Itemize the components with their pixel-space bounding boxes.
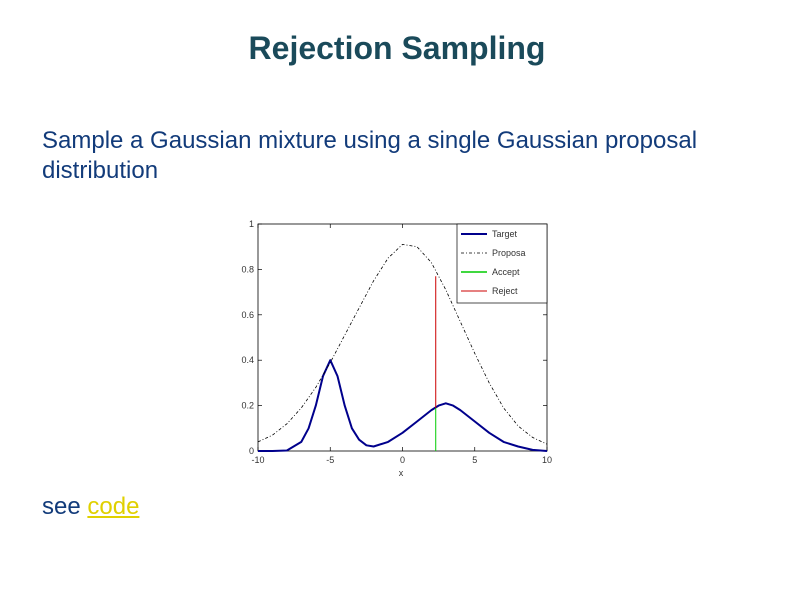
code-link[interactable]: code <box>87 493 140 520</box>
y-tick-label: 0.6 <box>241 310 254 320</box>
x-tick-label: 10 <box>542 455 552 465</box>
legend-label: Target <box>492 229 518 239</box>
chart-legend: Target Proposa Accept Reject <box>456 223 548 304</box>
x-tick-label: 5 <box>472 455 477 465</box>
x-tick-label: -10 <box>251 455 264 465</box>
y-tick-label: 1 <box>249 219 254 229</box>
target-series-line <box>258 359 548 452</box>
slide-body-text: Sample a Gaussian mixture using a single… <box>42 127 698 184</box>
rejection-sampling-chart: -10 -5 0 5 10 0 0.2 0.4 0.6 0.8 1 Target Proposa Acc… <box>241 219 552 478</box>
y-tick-label: 0.4 <box>241 355 254 365</box>
chart-series <box>257 244 548 452</box>
legend-label: Reject <box>492 286 518 296</box>
legend-label: Proposa <box>492 248 526 258</box>
x-tick-label: -5 <box>326 455 334 465</box>
y-tick-label: 0.2 <box>241 401 254 411</box>
x-axis-label: x <box>399 468 404 478</box>
proposal-series-line <box>257 244 548 445</box>
footer-prefix: see <box>42 493 88 520</box>
legend-box <box>456 223 548 304</box>
legend-label: Accept <box>492 267 520 277</box>
slide-title: Rejection Sampling <box>248 30 546 66</box>
x-tick-label: 0 <box>400 455 405 465</box>
y-tick-label: 0 <box>249 446 254 456</box>
y-tick-label: 0.8 <box>241 264 254 274</box>
slide-footer: see code <box>42 493 139 521</box>
